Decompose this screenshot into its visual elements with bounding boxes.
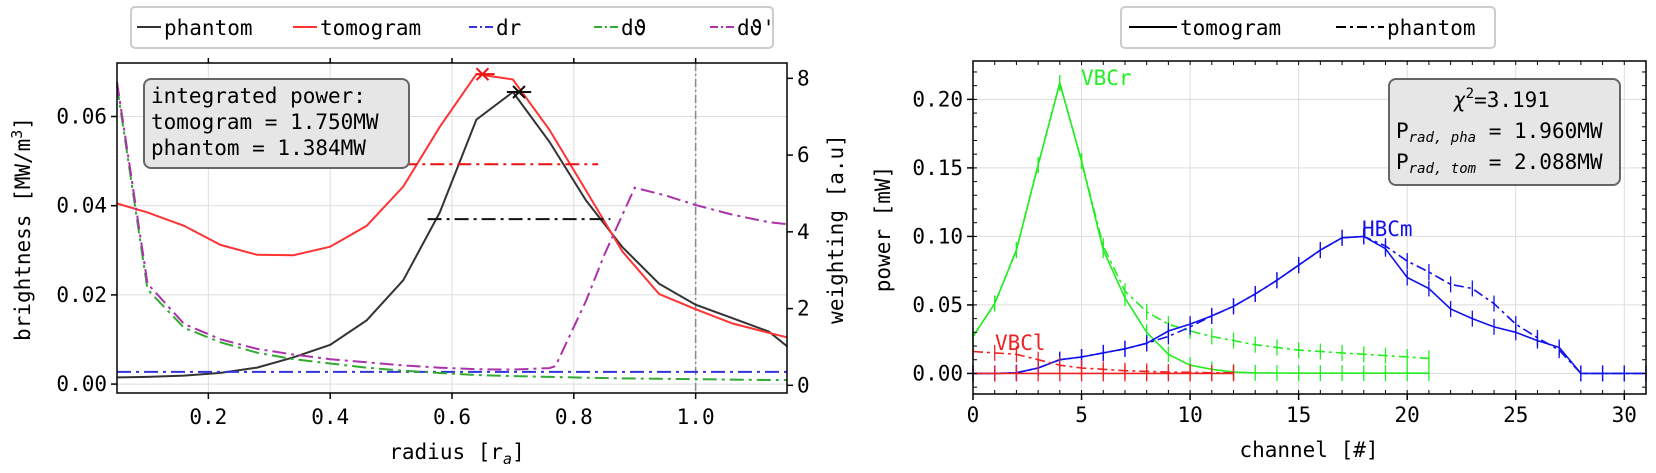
prad-pha-sub: rad, pha bbox=[1409, 130, 1476, 146]
right-legend-label-2: phantom bbox=[1387, 16, 1476, 40]
annotation-vbcl: VBCl bbox=[995, 331, 1046, 355]
annotation-vbcr: VBCr bbox=[1081, 66, 1132, 90]
right-legend-label-1: tomogram bbox=[1180, 16, 1281, 40]
prad-tom-p: P bbox=[1396, 150, 1409, 174]
right-series-hbcm-phantom bbox=[973, 235, 1646, 375]
left-series-d- bbox=[116, 82, 788, 371]
left-info-box: integrated power: tomogram = 1.750MW pha… bbox=[143, 78, 410, 169]
left-xtick-label: 0.6 bbox=[433, 405, 471, 429]
left-y2label: weighting [a.u] bbox=[824, 134, 848, 324]
left-xtick-label: 0.8 bbox=[555, 405, 593, 429]
right-series-vbcr-tomogram bbox=[972, 79, 1429, 375]
right-ytick-label: 0.15 bbox=[912, 156, 963, 180]
right-series-vbcr-phantom bbox=[972, 79, 1429, 360]
left-ylabel-sup: 3 bbox=[8, 130, 26, 139]
left-y2tick-label: 0 bbox=[797, 373, 810, 397]
chi-square-text: χ2=3.191 bbox=[1453, 86, 1550, 112]
prad-tom-value: = 2.088MW bbox=[1476, 150, 1603, 174]
info-line-1: integrated power: bbox=[151, 84, 366, 108]
left-series-d- bbox=[116, 85, 787, 381]
right-info-box-frame bbox=[1388, 78, 1621, 186]
left-xlabel-main: radius [r bbox=[389, 440, 503, 464]
left-xtick-label: 0.4 bbox=[311, 405, 349, 429]
right-ytick-label: 0.05 bbox=[912, 293, 963, 317]
left-ytick-label: 0.06 bbox=[56, 105, 107, 129]
left-y2tick-label: 4 bbox=[797, 220, 810, 244]
left-xtick-label: 0.2 bbox=[189, 405, 227, 429]
right-axes-frame bbox=[972, 60, 1647, 395]
right-xlabel: channel [#] bbox=[1239, 438, 1378, 462]
chi-value: =3.191 bbox=[1474, 88, 1550, 112]
left-legend-frame bbox=[130, 6, 774, 49]
right-xtick-label: 15 bbox=[1286, 403, 1311, 427]
left-ytick-label: 0.02 bbox=[56, 283, 107, 307]
peak-marker-2 bbox=[512, 85, 526, 99]
legend-label-5: dϑ' bbox=[737, 16, 775, 40]
left-ylabel-end: ] bbox=[11, 117, 35, 130]
info-line-2: tomogram = 1.750MW bbox=[151, 110, 379, 134]
left-ylabel-main: brightness [MW/m bbox=[11, 139, 35, 341]
peak-marker-1 bbox=[475, 67, 490, 81]
legend-label-3: dr bbox=[496, 16, 521, 40]
left-xlabel-sub: a bbox=[503, 450, 512, 468]
chi-sup: 2 bbox=[1466, 86, 1474, 102]
info-line-3: phantom = 1.384MW bbox=[151, 136, 366, 160]
chi-symbol: χ bbox=[1453, 88, 1466, 112]
left-info-box-frame bbox=[143, 78, 410, 169]
left-series-tomogram bbox=[116, 73, 788, 339]
right-ytick-label: 0.20 bbox=[912, 87, 963, 111]
left-y2tick-label: 2 bbox=[797, 297, 810, 321]
prad-pha-p: P bbox=[1396, 119, 1409, 143]
right-legend-frame bbox=[1120, 6, 1496, 49]
legend-label-1: phantom bbox=[164, 16, 253, 40]
prad-tom-sub: rad, tom bbox=[1409, 161, 1477, 177]
right-ytick-label: 0.00 bbox=[912, 361, 963, 385]
left-ytick-label: 0.04 bbox=[56, 194, 107, 218]
annotation-hbcm: HBCm bbox=[1362, 217, 1413, 241]
prad-tom-text: Prad, tom = 2.088MW bbox=[1396, 150, 1603, 177]
left-xlabel-end: ] bbox=[512, 440, 525, 464]
left-xtick-label: 1.0 bbox=[677, 405, 715, 429]
legend-label-4: dϑ bbox=[621, 16, 646, 40]
left-ytick-label: 0.00 bbox=[56, 372, 107, 396]
right-xtick-label: 30 bbox=[1612, 403, 1637, 427]
prad-pha-text: Prad, pha = 1.960MW bbox=[1396, 119, 1603, 146]
left-xlabel: radius [ra] bbox=[389, 440, 524, 468]
left-y2tick-label: 6 bbox=[797, 143, 810, 167]
right-ylabel: power [mW] bbox=[871, 166, 895, 292]
right-xtick-label: 20 bbox=[1395, 403, 1420, 427]
legend-label-2: tomogram bbox=[320, 16, 421, 40]
right-xtick-label: 0 bbox=[967, 403, 980, 427]
left-ylabel: brightness [MW/m3] bbox=[8, 117, 35, 341]
right-xtick-label: 25 bbox=[1503, 403, 1528, 427]
left-legend: phantom tomogram dr dϑ dϑ' bbox=[130, 6, 775, 49]
right-info-box: χ2=3.191 Prad, pha = 1.960MW Prad, tom =… bbox=[1388, 78, 1621, 186]
prad-pha-value: = 1.960MW bbox=[1476, 119, 1603, 143]
right-ytick-label: 0.10 bbox=[912, 224, 963, 248]
right-xtick-label: 10 bbox=[1177, 403, 1202, 427]
right-legend: tomogram phantom bbox=[1120, 6, 1496, 49]
left-y2tick-label: 8 bbox=[797, 66, 810, 90]
right-xtick-label: 5 bbox=[1075, 403, 1088, 427]
